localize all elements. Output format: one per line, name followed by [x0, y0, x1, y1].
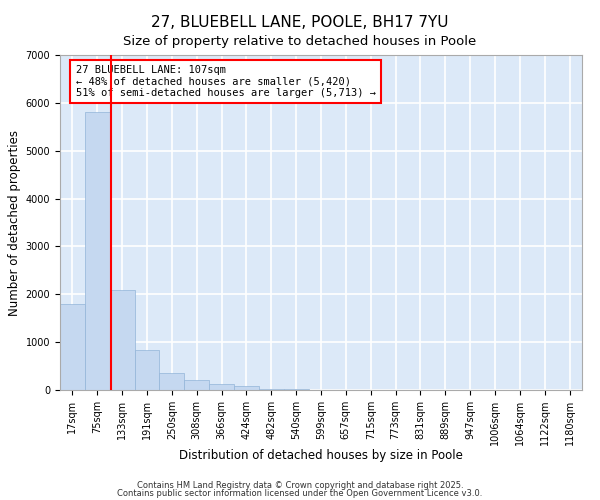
- Text: Size of property relative to detached houses in Poole: Size of property relative to detached ho…: [124, 35, 476, 48]
- Bar: [184, 380, 209, 390]
- Bar: [259, 388, 284, 390]
- Bar: [110, 290, 134, 390]
- Text: Contains HM Land Registry data © Crown copyright and database right 2025.: Contains HM Land Registry data © Crown c…: [137, 480, 463, 490]
- X-axis label: Distribution of detached houses by size in Poole: Distribution of detached houses by size …: [179, 450, 463, 462]
- Y-axis label: Number of detached properties: Number of detached properties: [8, 130, 22, 316]
- Text: 27, BLUEBELL LANE, POOLE, BH17 7YU: 27, BLUEBELL LANE, POOLE, BH17 7YU: [151, 15, 449, 30]
- Bar: [85, 112, 110, 390]
- Bar: [284, 388, 308, 390]
- Text: Contains public sector information licensed under the Open Government Licence v3: Contains public sector information licen…: [118, 489, 482, 498]
- Bar: [209, 384, 234, 390]
- Bar: [134, 350, 160, 390]
- Bar: [160, 373, 184, 390]
- Bar: [60, 304, 85, 390]
- Text: 27 BLUEBELL LANE: 107sqm
← 48% of detached houses are smaller (5,420)
51% of sem: 27 BLUEBELL LANE: 107sqm ← 48% of detach…: [76, 65, 376, 98]
- Bar: [234, 386, 259, 390]
